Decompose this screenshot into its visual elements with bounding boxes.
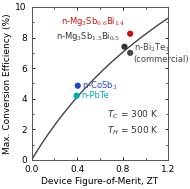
Point bbox=[76, 84, 79, 87]
Point bbox=[75, 94, 78, 97]
Text: n-CoSb$_3$: n-CoSb$_3$ bbox=[82, 80, 118, 92]
Text: $T_C$ = 300 K
$T_H$ = 500 K: $T_C$ = 300 K $T_H$ = 500 K bbox=[107, 108, 159, 137]
Text: n-Mg$_3$Sb$_{1.5}$Bi$_{0.5}$: n-Mg$_3$Sb$_{1.5}$Bi$_{0.5}$ bbox=[56, 30, 120, 43]
Point bbox=[129, 32, 132, 35]
Text: n-PbTe: n-PbTe bbox=[81, 91, 109, 100]
Point bbox=[129, 51, 132, 54]
Y-axis label: Max. Conversion Efficiency (%): Max. Conversion Efficiency (%) bbox=[3, 13, 13, 154]
X-axis label: Device Figure-of-Merit, ZT: Device Figure-of-Merit, ZT bbox=[41, 177, 158, 186]
Point bbox=[123, 45, 126, 48]
Text: n-Mg$_3$Sb$_{0.6}$Bi$_{1.4}$: n-Mg$_3$Sb$_{0.6}$Bi$_{1.4}$ bbox=[61, 15, 126, 28]
Text: n-Bi$_2$Te$_3$
(commercial): n-Bi$_2$Te$_3$ (commercial) bbox=[134, 42, 189, 64]
